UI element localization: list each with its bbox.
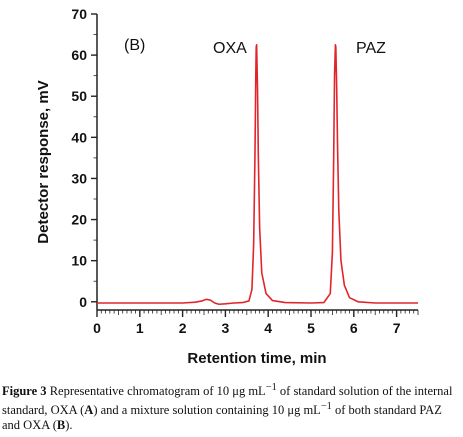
y-tick-label: 50 [71, 88, 87, 104]
caption-ref-b: B [56, 418, 66, 433]
y-tick-label: 30 [71, 170, 87, 186]
chromatogram-line [97, 44, 418, 306]
chromatogram-chart: (B) OXA PAZ Retention time, min Detector… [35, 6, 419, 367]
y-axis-title: Detector response, mV [35, 80, 52, 243]
caption-label: Figure 3 [2, 384, 47, 399]
panel-label: (B) [124, 37, 145, 54]
caption-text-4: of both standard PAZ and OXA ( [2, 403, 442, 433]
caption-text-3: ) and a mixture solution containing 10 μ… [93, 403, 321, 418]
y-tick-label: 0 [79, 294, 87, 310]
x-axis-title: Retention time, min [187, 350, 326, 367]
y-tick-label: 60 [71, 47, 87, 63]
oxa-peak-label: OXA [213, 40, 247, 57]
x-tick-label: 7 [393, 320, 401, 336]
x-tick-label: 1 [136, 320, 144, 336]
y-tick-label: 40 [71, 129, 87, 145]
x-tick-label: 3 [222, 320, 230, 336]
x-tick-label: 0 [93, 320, 101, 336]
x-tick-label: 2 [179, 320, 187, 336]
paz-peak-label: PAZ [356, 40, 386, 57]
caption-ref-a: A [84, 403, 94, 418]
caption-text-2: of standard solution of the internal sta… [2, 384, 453, 418]
y-tick-label: 70 [71, 6, 87, 22]
caption-sup-1: −1 [265, 382, 277, 393]
y-tick-label: 20 [71, 212, 87, 228]
x-tick-label: 6 [350, 320, 358, 336]
x-tick-label: 5 [307, 320, 315, 336]
annotations: (B) OXA PAZ [124, 37, 386, 57]
caption-text-1: Representative chromatogram of 10 μg mL [49, 384, 266, 399]
caption-sup-2: −1 [320, 401, 332, 413]
y-tick-label: 10 [71, 253, 87, 269]
caption-text-5: ). [65, 418, 73, 433]
figure-caption: Figure 3 Representative chromatogram of … [2, 380, 460, 433]
x-tick-label: 4 [264, 320, 272, 336]
